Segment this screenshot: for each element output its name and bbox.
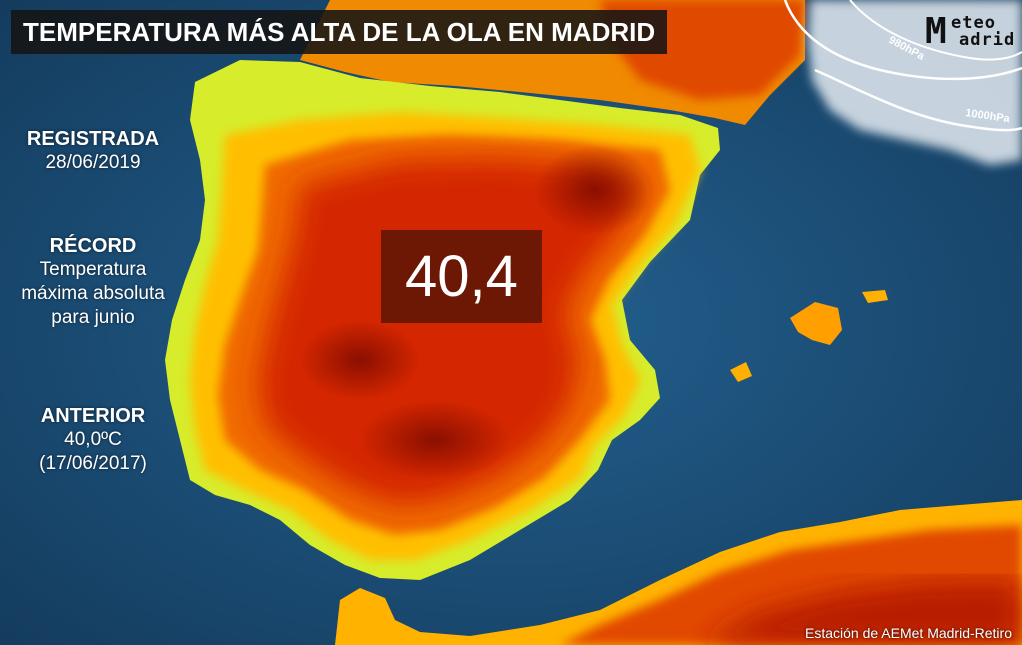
island-ibiza [730, 362, 752, 382]
record-heading: RÉCORD [49, 235, 137, 257]
anterior-date: (17/06/2017) [39, 453, 147, 474]
registrada-heading: REGISTRADA [26, 128, 160, 150]
anterior-heading: ANTERIOR [40, 405, 146, 427]
logo-mark: M [925, 11, 947, 52]
land-north-africa-hot [700, 580, 1022, 645]
isobar-1000 [814, 68, 1022, 132]
station-credit: Estación de AEMet Madrid-Retiro [805, 625, 1012, 641]
isobar-inner [849, 0, 1022, 61]
record-line-2: máxima absoluta [21, 283, 165, 304]
registrada-block: REGISTRADA 28/06/2019 [8, 127, 178, 175]
isobar-980 [783, 0, 1022, 81]
record-line-3: para junio [51, 307, 135, 328]
land-iberia-hot [258, 158, 640, 505]
record-block: RÉCORD Temperatura máxima absoluta para … [8, 234, 178, 330]
hot-core-guadalquivir [360, 400, 510, 480]
logo-line-1: eteo [951, 13, 996, 33]
anterior-value: 40,0ºC [64, 429, 122, 450]
logo-line-2: adrid [959, 30, 1016, 50]
record-line-1: Temperatura [39, 259, 147, 280]
temperature-value: 40,4 [381, 230, 542, 323]
clouds [808, 0, 1022, 165]
page-title: TEMPERATURA MÁS ALTA DE LA OLA EN MADRID [11, 10, 668, 54]
island-menorca [862, 290, 888, 303]
island-mallorca [790, 302, 842, 345]
hot-core-ebro [535, 145, 655, 235]
meteo-madrid-logo: M eteo adrid [925, 12, 1017, 52]
anterior-block: ANTERIOR 40,0ºC (17/06/2017) [8, 404, 178, 476]
hot-core-centre [300, 320, 420, 400]
registrada-date: 28/06/2019 [45, 152, 141, 173]
